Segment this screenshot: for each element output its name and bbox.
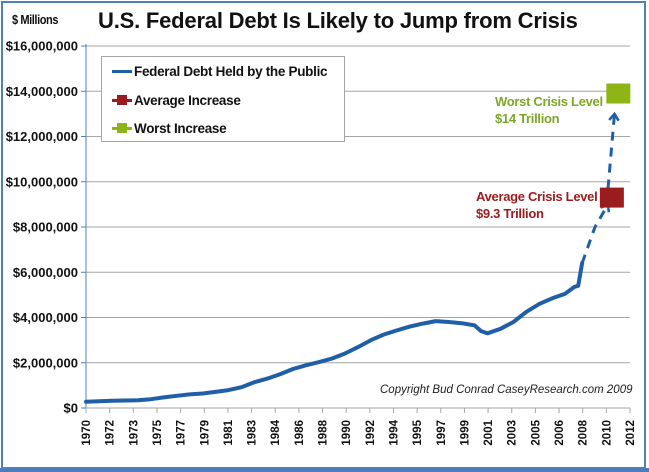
legend-label: Worst Increase (134, 120, 227, 136)
x-tick-label: 1977 (176, 420, 188, 446)
copyright-note: Copyright Bud Conrad CaseyResearch.com 2… (380, 384, 633, 396)
x-tick-label: 1994 (388, 419, 400, 445)
projection-dashed-line (606, 113, 616, 189)
y-tick-label: $0 (64, 401, 78, 416)
y-tick-label: $10,000,000 (6, 174, 78, 189)
x-tick-label: 1997 (436, 420, 448, 446)
annotation-worst-crisis: Worst Crisis Level $14 Trillion (495, 93, 603, 127)
y-tick-label: $12,000,000 (6, 129, 78, 144)
x-tick-label: 2006 (554, 420, 566, 446)
marker-average-increase (599, 187, 624, 208)
series-layer (84, 111, 620, 404)
y-tick-label: $8,000,000 (13, 220, 78, 235)
y-axis-unit-label: $ Millions (12, 12, 59, 27)
legend-label: Average Increase (134, 92, 241, 108)
y-tick-label: $4,000,000 (13, 310, 78, 325)
x-tick-label: 1984 (270, 419, 282, 445)
x-tick-label: 1981 (223, 419, 235, 445)
x-tick-label: 1995 (412, 419, 424, 445)
annotation-worst-line2: $14 Trillion (495, 111, 560, 126)
frame-bottom-bar (0, 468, 649, 472)
legend-marker-swatch (112, 122, 132, 133)
legend-line-swatch (112, 69, 132, 73)
gridlines (86, 45, 630, 364)
annotation-average-line2: $9.3 Trillion (476, 206, 544, 221)
x-tick-label: 2005 (530, 419, 542, 445)
legend-item-average: Average Increase (112, 90, 241, 110)
x-tick-label: 1986 (294, 420, 306, 446)
projection-dashed-line (580, 203, 610, 264)
x-tick-label: 1992 (365, 420, 377, 446)
x-tick-label: 1970 (81, 420, 93, 446)
legend-marker-swatch (112, 94, 132, 105)
x-tick-label: 2003 (507, 420, 519, 446)
x-tick-label: 2008 (578, 419, 590, 445)
y-tick-label: $6,000,000 (13, 265, 78, 280)
x-tick-label: 1975 (152, 419, 164, 445)
legend-item-worst: Worst Increase (112, 118, 227, 138)
x-tick-label: 1972 (105, 420, 117, 446)
x-tick-label: 1979 (199, 420, 211, 446)
annotation-worst-line1: Worst Crisis Level (495, 94, 603, 109)
y-axis: $0 $2,000,000 $4,000,000 $6,000,000 $8,000,0… (6, 39, 87, 416)
x-tick-label: 1973 (128, 420, 140, 446)
y-tick-label: $14,000,000 (6, 84, 78, 99)
y-tick-label: $16,000,000 (6, 39, 78, 54)
x-tick-label: 1983 (247, 420, 259, 446)
x-tick-label: 2012 (625, 420, 637, 446)
markers-layer (599, 83, 631, 208)
annotation-average-line1: Average Crisis Level (476, 189, 598, 204)
legend-item-debt: Federal Debt Held by the Public (112, 61, 328, 81)
x-tick-label: 1999 (459, 420, 471, 446)
arrowhead-icon (608, 111, 620, 122)
chart-title: U.S. Federal Debt Is Likely to Jump from… (98, 8, 578, 33)
x-tick-label: 2001 (483, 419, 495, 445)
legend-label: Federal Debt Held by the Public (134, 63, 328, 79)
legend: Federal Debt Held by the Public Average … (101, 56, 345, 142)
annotation-average-crisis: Average Crisis Level $9.3 Trillion (476, 188, 598, 222)
x-tick-label: 1988 (318, 419, 330, 445)
x-tick-label: 1990 (341, 420, 353, 446)
marker-worst-increase (606, 83, 631, 104)
x-axis: 1970 1972 1973 1975 1977 1979 1981 1983 1984 1986… (81, 407, 637, 446)
debt-line (84, 261, 585, 404)
y-tick-label: $2,000,000 (13, 355, 78, 370)
x-tick-label: 2010 (601, 420, 613, 446)
